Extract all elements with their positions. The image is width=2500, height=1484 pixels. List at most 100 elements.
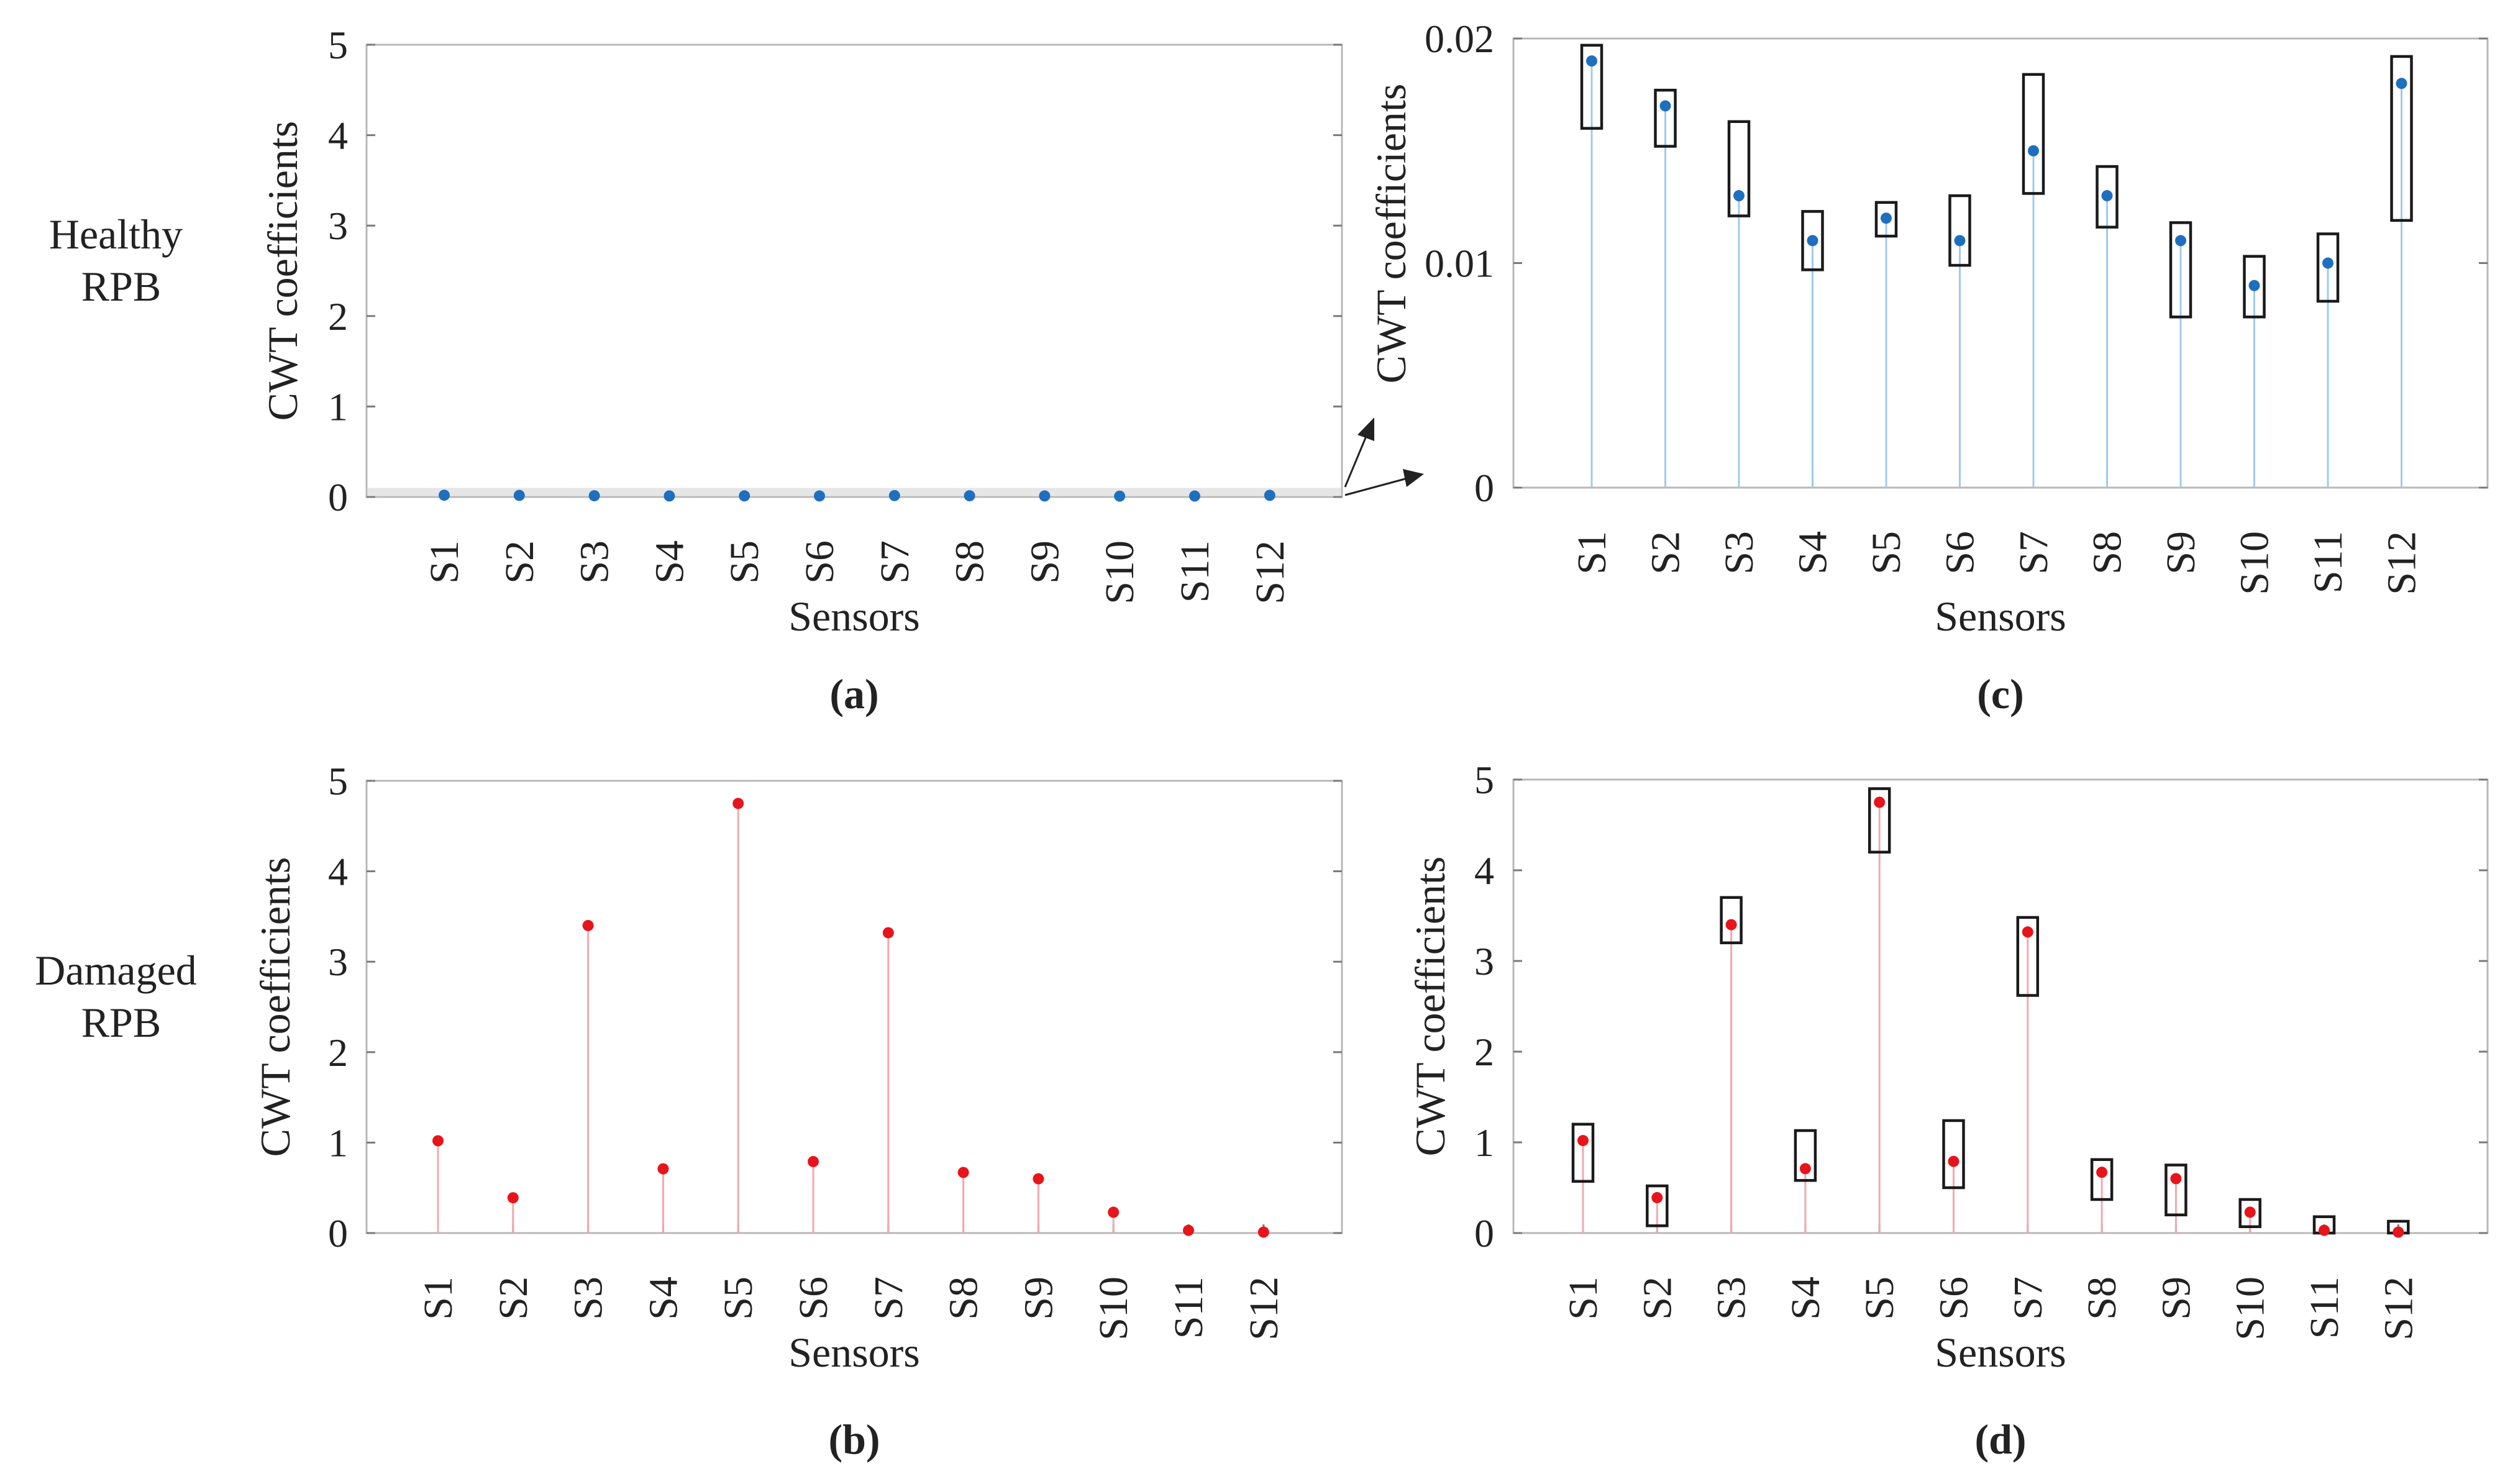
panel-a-point-s12 <box>1264 489 1275 501</box>
panel-c-y-tick-label: 0.02 <box>1425 17 1494 61</box>
panel-c-point-s11 <box>2322 257 2333 269</box>
row-label-damaged: Damaged RPB <box>35 947 208 1046</box>
panel-a-point-s10 <box>1114 490 1126 502</box>
panel-b-y-axis: 0 1 2 3 4 5 <box>328 759 1342 1255</box>
panel-b-y-tick-label: 5 <box>328 759 348 803</box>
panel-a-point-s7 <box>888 489 900 501</box>
panel-d-point-s4 <box>1799 1163 1811 1175</box>
panel-b-damaged-stem-plot: 0 1 2 3 4 5 S1 S2 S3 S4 S5 S6 S7 S8 S9 S10 S11 S12 Senso… <box>252 759 1343 1463</box>
panel-c-x-tick-label-s3: S3 <box>1717 531 1762 575</box>
panel-c-point-s1 <box>1586 55 1597 67</box>
panel-a-x-tick-label-s5: S5 <box>722 540 767 584</box>
panel-d-point-s5 <box>1874 796 1886 808</box>
zoom-arrow-upper-head <box>1357 417 1374 441</box>
panel-c-data-marks <box>1580 43 2413 488</box>
panel-d-y-tick-label: 0 <box>1474 1211 1494 1255</box>
panel-d-x-tick-label-s7: S7 <box>2005 1277 2051 1320</box>
panel-d-x-tick-label-s4: S4 <box>1783 1277 1828 1320</box>
panel-d-range-box-s3 <box>1720 896 1743 945</box>
panel-a-x-tick-label-s1: S1 <box>422 540 467 584</box>
panel-a-healthy-stem-plot: 0 1 2 3 4 5 S1 S2 S3 S4 S5 S6 S7 S8 S9 S10 S11 S12 Senso… <box>259 23 1343 717</box>
panel-d-x-tick-label-s9: S9 <box>2153 1277 2199 1320</box>
panel-c-x-tick-label-s2: S2 <box>1643 531 1689 575</box>
row-label-healthy-line-2: RPB <box>81 263 162 310</box>
panel-a-x-axis: S1 S2 S3 S4 S5 S6 S7 S8 S9 S10 S11 S12 <box>422 488 1293 604</box>
panel-a-x-tick-label-s6: S6 <box>797 540 842 584</box>
panel-b-y-axis-title: CWT coefficients <box>252 857 299 1157</box>
panel-c-x-tick-label-s4: S4 <box>1791 531 1836 575</box>
panel-d-damaged-box-plot: 0 1 2 3 4 5 S1 S2 S3 S4 S5 S6 S7 S8 S9 S10 S11 S12 Senso… <box>1407 758 2489 1463</box>
panel-a-data-marks <box>439 489 1275 502</box>
panel-c-x-tick-label-s7: S7 <box>2011 531 2056 575</box>
panel-a-point-s8 <box>964 490 975 502</box>
panel-b-x-tick-label-s5: S5 <box>716 1277 761 1320</box>
panel-d-x-tick-label-s10: S10 <box>2228 1277 2273 1341</box>
panel-a-y-axis-title: CWT coefficients <box>259 121 306 421</box>
panel-c-point-s9 <box>2175 235 2186 247</box>
panel-a-point-s5 <box>739 490 750 502</box>
panel-b-x-tick-label-s3: S3 <box>566 1277 611 1320</box>
panel-a-point-s1 <box>439 489 450 501</box>
panel-b-x-tick-label-s10: S10 <box>1091 1277 1136 1341</box>
panel-c-y-tick-label: 0.01 <box>1425 242 1494 286</box>
panel-b-point-s2 <box>507 1192 519 1204</box>
panel-c-caption: (c) <box>1977 670 2023 717</box>
panel-d-plot-area <box>1512 778 2489 1234</box>
panel-a-point-s11 <box>1189 490 1200 502</box>
panel-d-range-box-s9 <box>2165 1163 2188 1217</box>
panel-c-point-s2 <box>1659 100 1671 112</box>
panel-a-y-tick-label: 0 <box>328 475 348 519</box>
panel-a-point-s3 <box>588 490 600 502</box>
panel-b-point-s6 <box>808 1155 819 1167</box>
panel-c-point-s6 <box>1954 235 1966 247</box>
panel-a-x-tick-label-s4: S4 <box>647 540 692 584</box>
panel-d-point-s11 <box>2319 1224 2330 1236</box>
panel-d-y-tick-label: 3 <box>1474 939 1494 983</box>
panel-c-range-box-s12 <box>2390 55 2413 222</box>
panel-d-x-tick-label-s1: S1 <box>1561 1277 1606 1320</box>
panel-c-x-tick-label-s8: S8 <box>2085 531 2130 575</box>
panel-c-y-axis: 0 0.01 0.02 <box>1425 17 2488 510</box>
panel-c-range-box-s6 <box>1948 194 1971 267</box>
panel-c-point-s7 <box>2028 145 2039 157</box>
panel-b-point-s12 <box>1257 1226 1269 1238</box>
panel-d-range-box-s6 <box>1942 1119 1965 1190</box>
panel-c-point-s5 <box>1881 212 1892 224</box>
zoom-arrow-lower-head <box>1403 469 1424 487</box>
panel-c-point-s12 <box>2396 78 2407 89</box>
row-label-damaged-line-1: Damaged <box>35 947 197 994</box>
panel-b-x-tick-label-s7: S7 <box>866 1277 911 1320</box>
panel-a-x-tick-label-s11: S11 <box>1172 540 1218 603</box>
panel-b-plot-area <box>365 780 1343 1234</box>
panel-b-y-tick-label: 1 <box>328 1121 348 1165</box>
panel-c-point-s8 <box>2101 190 2113 202</box>
panel-d-y-tick-label: 4 <box>1474 849 1494 893</box>
panel-c-range-box-s8 <box>2096 165 2119 229</box>
panel-c-range-box-s3 <box>1727 120 1751 217</box>
panel-a-x-tick-label-s10: S10 <box>1097 540 1143 604</box>
panel-c-range-box-s2 <box>1654 88 1677 148</box>
panel-d-x-tick-label-s2: S2 <box>1635 1277 1680 1320</box>
panel-a-x-tick-label-s8: S8 <box>947 540 993 584</box>
panel-b-x-tick-label-s8: S8 <box>941 1277 987 1320</box>
panel-d-x-tick-label-s11: S11 <box>2302 1277 2347 1339</box>
panel-a-x-tick-label-s2: S2 <box>497 540 542 584</box>
panel-c-plot-area <box>1512 37 2489 489</box>
panel-d-x-tick-label-s8: S8 <box>2079 1277 2125 1320</box>
zoom-pointer-arrows <box>1344 417 1424 496</box>
panel-b-x-tick-label-s12: S12 <box>1241 1277 1287 1341</box>
panel-c-range-box-s4 <box>1801 210 1824 271</box>
panel-c-x-tick-label-s11: S11 <box>2306 531 2351 593</box>
panel-d-x-tick-label-s3: S3 <box>1709 1277 1754 1320</box>
row-label-healthy: Healthy RPB <box>49 211 193 310</box>
panel-b-x-tick-label-s2: S2 <box>491 1277 536 1320</box>
panel-c-point-s3 <box>1733 190 1745 202</box>
panel-d-range-box-s10 <box>2238 1198 2261 1229</box>
panel-b-x-tick-label-s11: S11 <box>1166 1277 1211 1339</box>
panel-d-x-tick-label-s12: S12 <box>2376 1277 2421 1341</box>
panel-b-point-s1 <box>432 1135 444 1147</box>
zoom-arrow-upper <box>1344 434 1368 488</box>
panel-c-x-tick-label-s12: S12 <box>2379 531 2425 595</box>
panel-d-point-s6 <box>1948 1155 1959 1167</box>
panel-d-point-s1 <box>1577 1135 1589 1147</box>
